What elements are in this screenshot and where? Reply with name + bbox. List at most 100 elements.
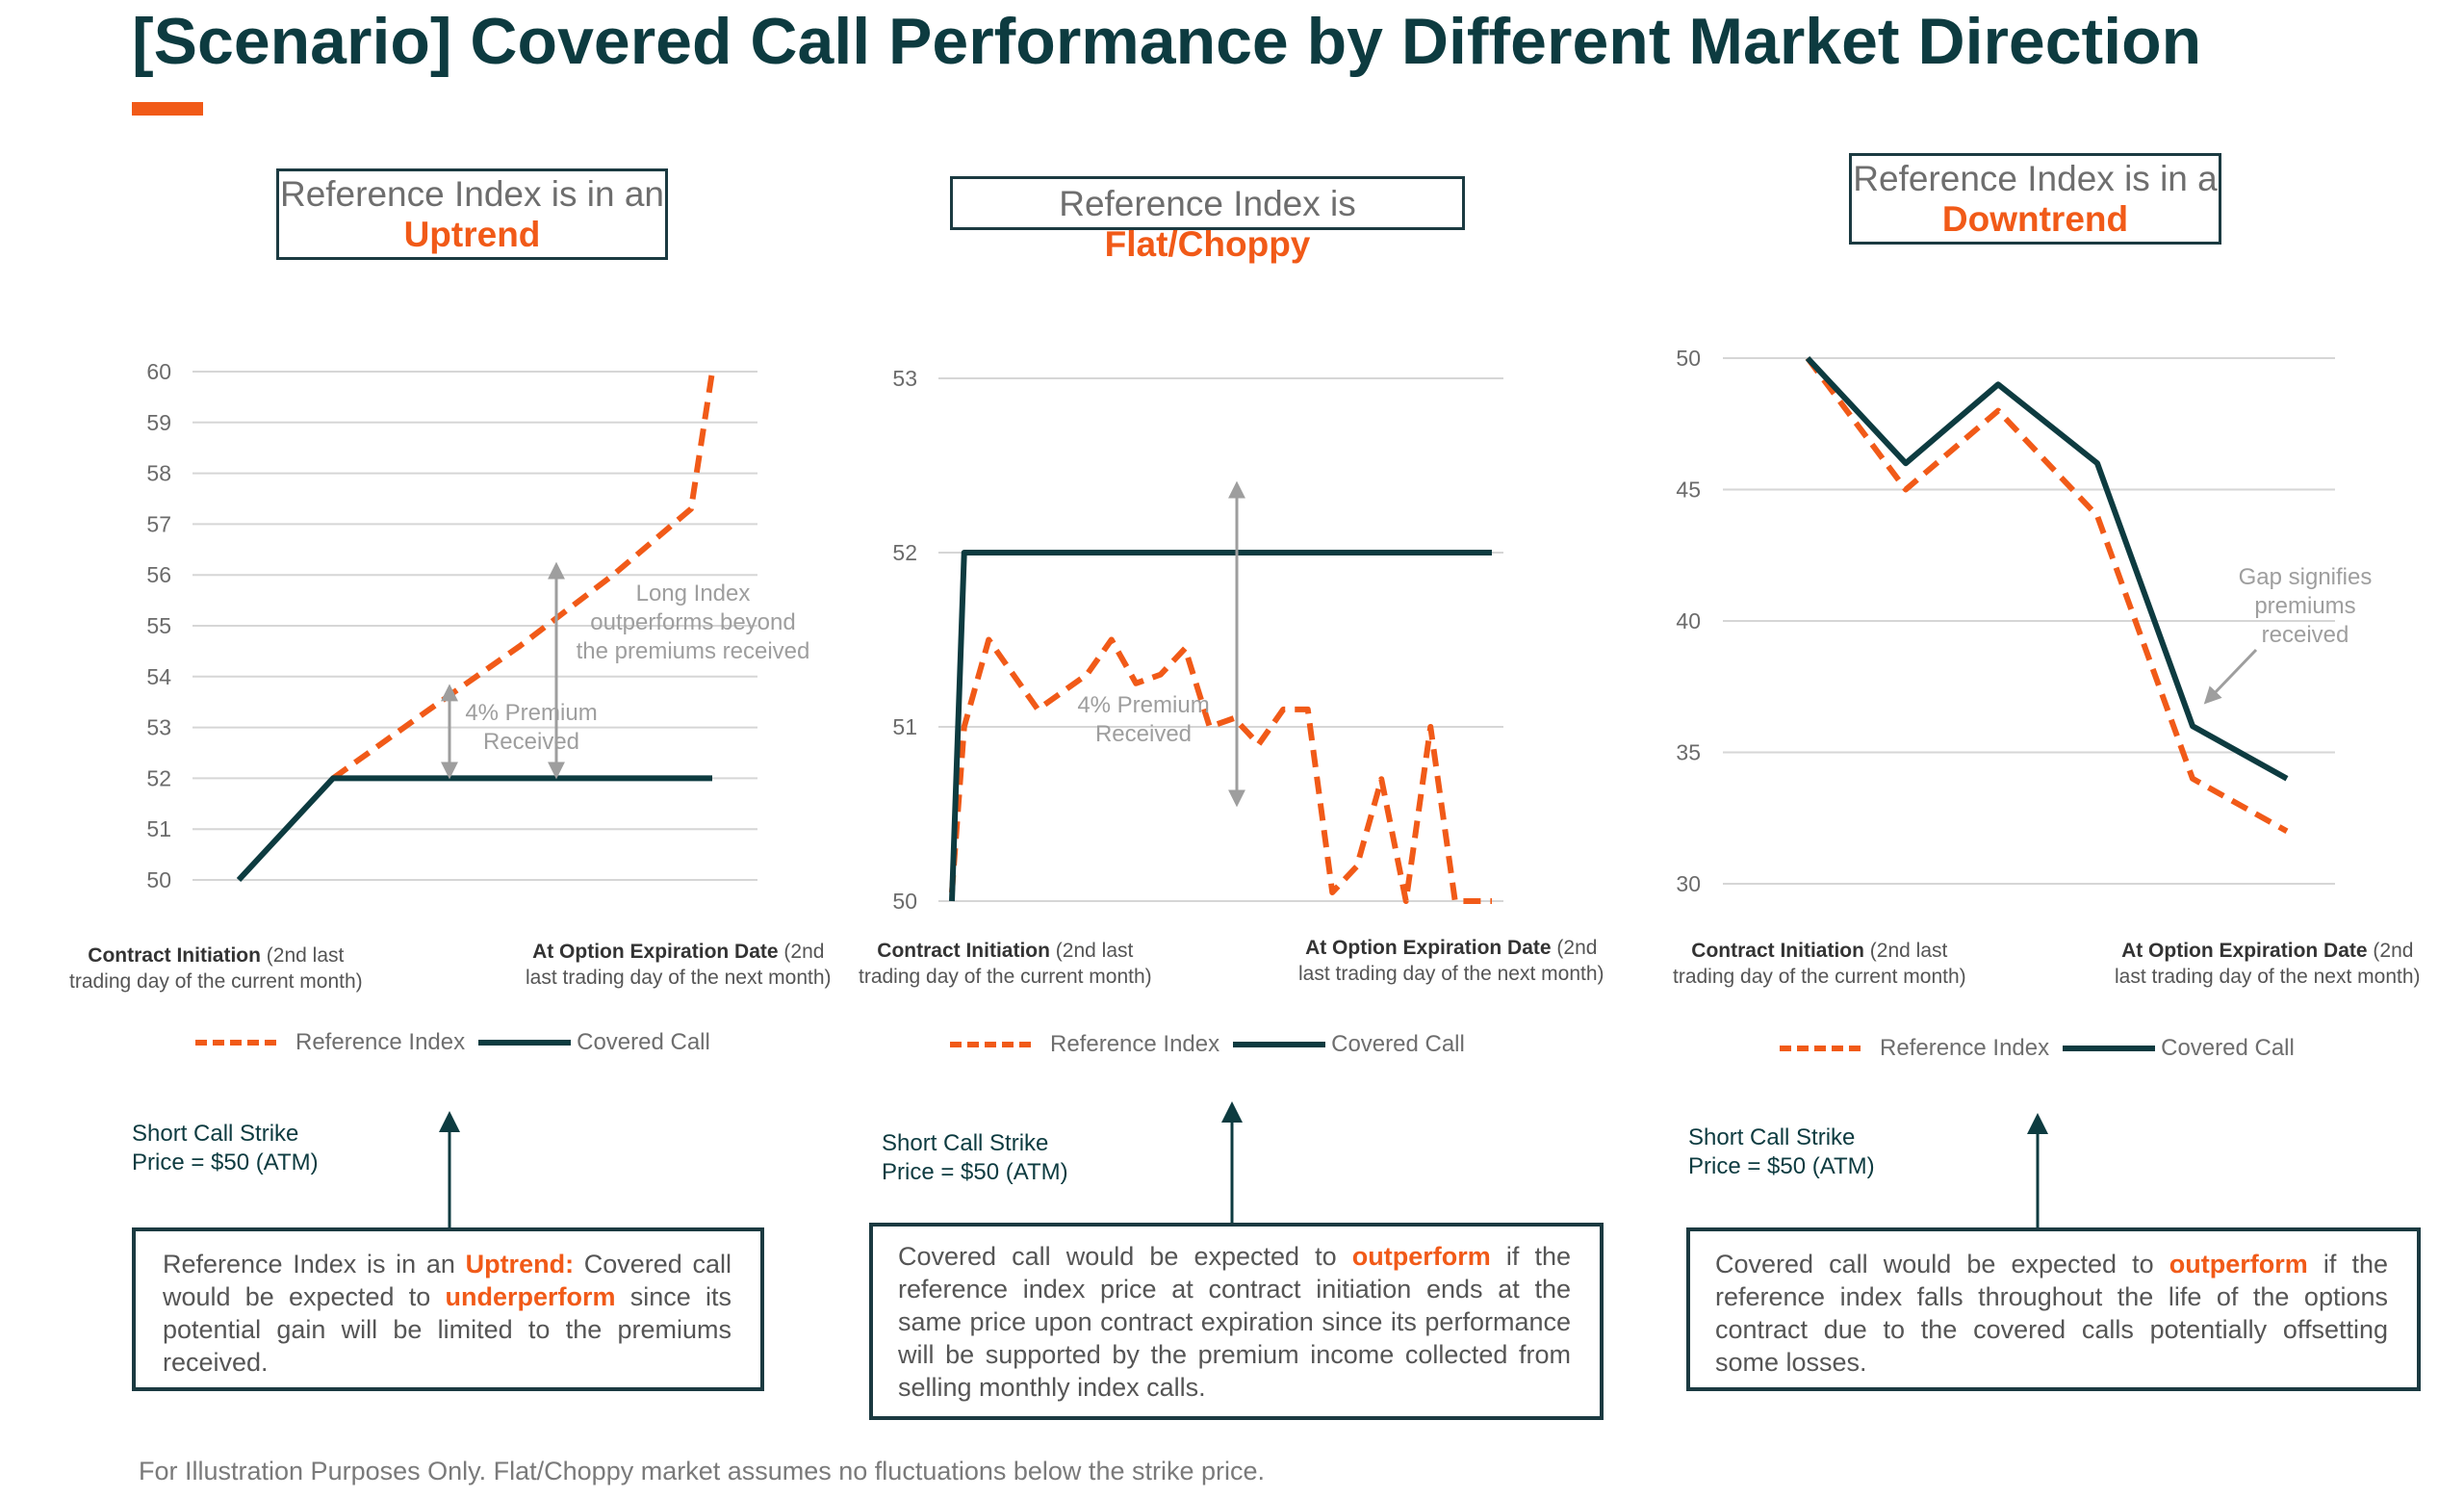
scenario-header-text: Reference Index is in an bbox=[279, 174, 664, 214]
x-label-bold: Contract Initiation bbox=[877, 940, 1050, 962]
x-label-bold: At Option Expiration Date bbox=[532, 941, 779, 963]
x-label-rest: (2nd last bbox=[260, 944, 345, 967]
reference-index-line bbox=[949, 636, 1492, 904]
annotation-text: 4% Premium bbox=[1077, 692, 1209, 718]
x-label-bold: Contract Initiation bbox=[88, 944, 261, 967]
covered-call-line bbox=[236, 775, 712, 883]
y-tick-label: 35 bbox=[1676, 740, 1701, 765]
desc-text: if the reference index falls throughout … bbox=[1715, 1250, 2388, 1377]
y-tick-label: 52 bbox=[146, 765, 171, 790]
y-tick-label: 50 bbox=[1676, 346, 1701, 371]
x-label-bold: At Option Expiration Date bbox=[1305, 937, 1552, 959]
y-tick-label: 51 bbox=[146, 816, 171, 841]
y-tick-label: 45 bbox=[1676, 478, 1701, 503]
x-label-rest: (2nd bbox=[778, 941, 825, 963]
legend-downtrend: Reference Index Covered Call bbox=[1780, 1035, 2295, 1062]
x-label-line2: trading day of the current month) bbox=[1673, 966, 1966, 988]
scenario-header-highlight: Uptrend bbox=[403, 215, 541, 254]
strike-note-uptrend: Short Call Strike Price = $50 (ATM) bbox=[132, 1120, 319, 1177]
description-downtrend: Covered call would be expected to outper… bbox=[1686, 1227, 2421, 1391]
strike-line: Short Call Strike bbox=[882, 1130, 1049, 1156]
covered-call-line bbox=[1805, 355, 2289, 782]
legend-covered-call: Covered Call bbox=[1331, 1031, 1465, 1057]
desc-text: if the reference index price at contract… bbox=[898, 1242, 1571, 1402]
x-label-start: Contract Initiation (2nd last trading da… bbox=[1673, 938, 1966, 990]
scenario-header-text: Reference Index is bbox=[1059, 184, 1356, 223]
x-label-end: At Option Expiration Date (2nd last trad… bbox=[526, 939, 832, 991]
scenario-header-text: Reference Index is in a bbox=[1853, 159, 2218, 198]
desc-text: Reference Index is in an bbox=[163, 1250, 466, 1278]
strike-line: Price = $50 (ATM) bbox=[1688, 1153, 1875, 1179]
annotation-text: outperforms beyond bbox=[590, 609, 795, 635]
legend-reference-index: Reference Index bbox=[295, 1029, 466, 1055]
x-label-end: At Option Expiration Date (2nd last trad… bbox=[2115, 938, 2421, 990]
annotation-text: 4% Premium bbox=[465, 700, 597, 726]
legend-reference-index: Reference Index bbox=[1880, 1035, 2050, 1061]
x-label-line2: last trading day of the next month) bbox=[1298, 963, 1604, 985]
y-tick-label: 30 bbox=[1676, 871, 1701, 896]
annotation-text: received bbox=[2262, 622, 2349, 648]
desc-text: Covered call would be expected to bbox=[898, 1242, 1352, 1271]
legend-dashed-swatch bbox=[1780, 1046, 1861, 1051]
x-label-rest: (2nd bbox=[2367, 940, 2414, 962]
strike-line: Price = $50 (ATM) bbox=[882, 1159, 1068, 1185]
y-tick-label: 57 bbox=[146, 511, 171, 536]
scenario-header-flat: Reference Index is Flat/Choppy bbox=[950, 176, 1465, 264]
y-tick-label: 50 bbox=[146, 867, 171, 892]
legend-uptrend: Reference Index Covered Call bbox=[195, 1029, 710, 1056]
strike-note-flat: Short Call Strike Price = $50 (ATM) bbox=[882, 1129, 1068, 1187]
annotation-text: Received bbox=[483, 729, 579, 755]
annotation-text: Long Index bbox=[636, 581, 751, 607]
chart-uptrend: 50 51 52 53 54 55 56 57 58 59 60 4% Premium Received… bbox=[146, 359, 809, 892]
scenario-header-highlight: Flat/Choppy bbox=[1104, 224, 1311, 264]
x-label-rest: (2nd last bbox=[1863, 940, 1948, 962]
x-label-start: Contract Initiation (2nd last trading da… bbox=[859, 938, 1152, 990]
y-tick-label: 53 bbox=[892, 366, 917, 391]
x-label-rest: (2nd last bbox=[1049, 940, 1134, 962]
footnote: For Illustration Purposes Only. Flat/Cho… bbox=[139, 1457, 1266, 1485]
x-label-rest: (2nd bbox=[1551, 937, 1598, 959]
desc-text: since its potential gain will be limited… bbox=[163, 1282, 732, 1377]
strike-line: Price = $50 (ATM) bbox=[132, 1149, 319, 1175]
desc-highlight: outperform bbox=[1351, 1242, 1491, 1271]
legend-covered-call: Covered Call bbox=[2161, 1035, 2295, 1061]
annotation-text: Received bbox=[1095, 721, 1192, 747]
x-label-start: Contract Initiation (2nd last trading da… bbox=[69, 943, 363, 994]
page-title: [Scenario] Covered Call Performance by D… bbox=[132, 5, 2202, 78]
legend-dashed-swatch bbox=[950, 1042, 1031, 1047]
legend-covered-call: Covered Call bbox=[577, 1029, 710, 1055]
chart-downtrend: 30 35 40 45 50 Gap signifies premiums received bbox=[1676, 346, 2372, 896]
description-flat: Covered call would be expected to outper… bbox=[869, 1223, 1604, 1420]
x-label-bold: Contract Initiation bbox=[1691, 940, 1864, 962]
x-label-line2: trading day of the current month) bbox=[859, 966, 1152, 988]
gap-arrow bbox=[2203, 648, 2258, 705]
y-tick-label: 40 bbox=[1676, 608, 1701, 633]
desc-highlight: Uptrend: bbox=[465, 1250, 575, 1278]
y-tick-label: 56 bbox=[146, 562, 171, 587]
legend-solid-swatch bbox=[478, 1040, 572, 1046]
scenario-header-downtrend: Reference Index is in a Downtrend bbox=[1849, 153, 2221, 245]
x-label-line2: last trading day of the next month) bbox=[2115, 966, 2421, 988]
strike-note-downtrend: Short Call Strike Price = $50 (ATM) bbox=[1688, 1124, 1875, 1181]
covered-call-line bbox=[949, 550, 1492, 902]
desc-highlight: underperform bbox=[445, 1282, 616, 1311]
title-accent-bar bbox=[132, 102, 203, 116]
desc-text: Covered call would be expected to bbox=[1715, 1250, 2169, 1278]
annotation-text: premiums bbox=[2254, 593, 2355, 619]
x-label-line2: last trading day of the next month) bbox=[526, 967, 832, 989]
annotation-text: Gap signifies bbox=[2239, 564, 2373, 590]
legend-solid-swatch bbox=[1233, 1042, 1326, 1047]
scenario-header-highlight: Downtrend bbox=[1941, 199, 2129, 239]
strike-line: Short Call Strike bbox=[132, 1121, 299, 1147]
chart-flat-choppy: 50 51 52 53 4% Premium Received bbox=[892, 366, 1503, 914]
y-tick-label: 59 bbox=[146, 410, 171, 435]
y-tick-label: 58 bbox=[146, 461, 171, 486]
desc-text: Covered call would be expected to bbox=[163, 1250, 732, 1311]
description-uptrend: Reference Index is in an Uptrend: Covere… bbox=[132, 1227, 764, 1391]
legend-reference-index: Reference Index bbox=[1050, 1031, 1220, 1057]
x-label-bold: At Option Expiration Date bbox=[2121, 940, 2368, 962]
y-tick-label: 55 bbox=[146, 613, 171, 638]
legend-solid-swatch bbox=[2063, 1046, 2156, 1051]
reference-index-line bbox=[1805, 356, 2289, 835]
